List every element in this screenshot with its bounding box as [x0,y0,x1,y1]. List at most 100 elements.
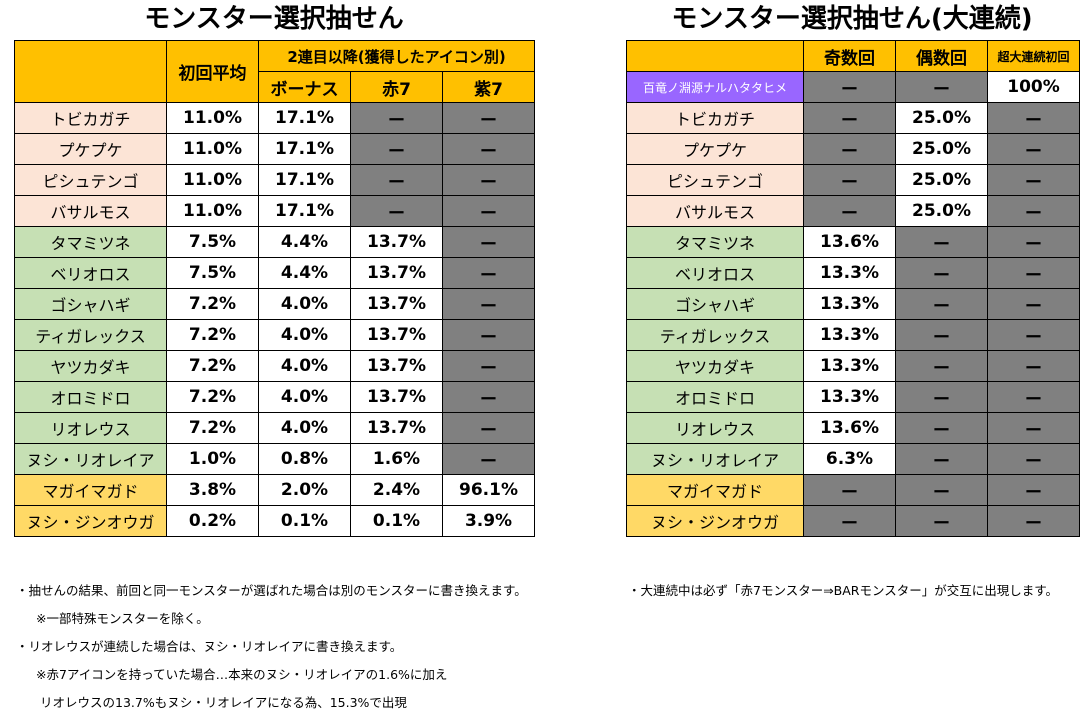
rate-cell: 13.3% [803,288,896,320]
rate-cell: ー [803,133,896,165]
rate-cell: 7.2% [166,381,259,413]
table-row: ヌシ・リオレイア 1.0% 0.8% 1.6% ー [14,443,536,475]
rate-cell: 1.6% [350,443,443,475]
rate-cell: 13.7% [350,412,443,444]
monster-name: タマミツネ [14,226,167,258]
note-line: ・抽せんの結果、前回と同一モンスターが選ばれた場合は別のモンスターに書き換えます… [16,583,527,598]
rate-cell: 4.0% [258,381,351,413]
table-row: 百竜ノ淵源ナルハタタヒメーー 100% [626,71,1080,103]
bonus-header: ボーナス [258,71,351,103]
rate-cell: ー [987,505,1080,537]
rate-cell: 13.3% [803,319,896,351]
rate-cell: 4.0% [258,319,351,351]
rate-cell: ー [350,195,443,227]
rate-cell: 4.4% [258,257,351,289]
rate-cell: ー [987,443,1080,475]
monster-name: マガイマガド [14,474,167,506]
rate-cell: ー [441,288,536,320]
rate-cell: 7.5% [166,257,259,289]
rate-cell: 4.0% [258,412,351,444]
table-row: マガイマガドーーー [626,474,1080,506]
right-table-title: モンスター選択抽せん(大連続) [671,4,1033,34]
rate-cell: ー [350,102,443,134]
rate-cell: 13.7% [350,350,443,382]
monster-name: トビカガチ [626,102,804,134]
rate-cell: 96.1% [441,474,536,506]
table-row: ゴシャハギ 13.3% ーー [626,288,1080,320]
second-onward-header: 2連目以降(獲得したアイコン別) [257,40,536,72]
red7-header: 赤7 [350,71,443,103]
rate-cell: 25.0% [895,195,988,227]
rate-cell: 7.2% [166,319,259,351]
rate-cell: ー [895,443,988,475]
monster-name: ピシュテンゴ [14,164,167,196]
rate-cell: 25.0% [895,164,988,196]
rate-cell: 2.0% [258,474,351,506]
rate-cell: ー [987,381,1080,413]
rate-cell: 13.3% [803,350,896,382]
rate-cell: ー [987,133,1080,165]
rate-cell: 3.8% [166,474,259,506]
rate-cell: ー [895,257,988,289]
table-row: ベリオロス 7.5% 4.4% 13.7% ー [14,257,536,289]
monster-name: バサルモス [14,195,167,227]
rate-cell: 7.2% [166,350,259,382]
monster-name: ティガレックス [626,319,804,351]
rate-cell: ー [803,505,896,537]
rate-cell: 13.7% [350,257,443,289]
monster-name: ヌシ・リオレイア [14,443,167,475]
rate-cell: ー [895,412,988,444]
monster-name: ヌシ・リオレイア [626,443,804,475]
monster-name: リオレウス [626,412,804,444]
rate-cell: 25.0% [895,102,988,134]
rate-cell: 6.3% [803,443,896,475]
rate-cell: 11.0% [166,133,259,165]
monster-name: ベリオロス [14,257,167,289]
monster-name: ゴシャハギ [626,288,804,320]
rate-cell: ー [987,412,1080,444]
right-probability-table: 奇数回 偶数回 超大連続初回 百竜ノ淵源ナルハタタヒメーー 100% トビカガチー 2… [626,40,1080,537]
monster-name: ティガレックス [14,319,167,351]
right-corner-header [626,40,804,72]
rate-cell: 3.9% [441,505,536,537]
rate-cell: ー [350,133,443,165]
monster-name: ピシュテンゴ [626,164,804,196]
table-row: バサルモスー 25.0% ー [626,195,1080,227]
table-row: リオレウス 7.2% 4.0% 13.7% ー [14,412,536,444]
rate-cell: 1.0% [166,443,259,475]
monster-name: タマミツネ [626,226,804,258]
rate-cell: ー [803,164,896,196]
monster-name: オロミドロ [626,381,804,413]
rate-cell: 4.0% [258,350,351,382]
monster-name: ヌシ・ジンオウガ [626,505,804,537]
rate-cell: 13.7% [350,226,443,258]
rate-cell: ー [441,350,536,382]
table-row: タマミツネ 7.5% 4.4% 13.7% ー [14,226,536,258]
rate-cell: 0.1% [258,505,351,537]
rate-cell: ー [441,381,536,413]
rate-cell: ー [987,288,1080,320]
rate-cell: 13.7% [350,319,443,351]
table-row: リオレウス 13.6% ーー [626,412,1080,444]
left-probability-table: 初回平均 2連目以降(獲得したアイコン別) ボーナス 赤7 紫7 トビカガチ 11… [14,40,536,537]
table-row: ヌシ・ジンオウガ 0.2% 0.1% 0.1% 3.9% [14,505,536,537]
rate-cell: 11.0% [166,195,259,227]
rate-cell: ー [803,71,896,103]
table-row: ティガレックス 13.3% ーー [626,319,1080,351]
rate-cell: ー [441,226,536,258]
monster-name: 百竜ノ淵源ナルハタタヒメ [626,71,804,103]
rate-cell: ー [987,474,1080,506]
left-notes: ・抽せんの結果、前回と同一モンスターが選ばれた場合は別のモンスターに書き換えます… [16,577,527,717]
table-row: プケプケー 25.0% ー [626,133,1080,165]
rate-cell: ー [441,195,536,227]
rate-cell: ー [441,133,536,165]
monster-name: マガイマガド [626,474,804,506]
note-line: ・リオレウスが連続した場合は、ヌシ・リオレイアに書き換えます。 [16,639,403,654]
note-line: ※赤7アイコンを持っていた場合…本来のヌシ・リオレイアの1.6%に加え [36,667,448,682]
left-corner-header [14,40,167,103]
rate-cell: 25.0% [895,133,988,165]
rate-cell: ー [987,226,1080,258]
rate-cell: 0.2% [166,505,259,537]
first-avg-header: 初回平均 [166,40,259,103]
rate-cell: 13.3% [803,257,896,289]
